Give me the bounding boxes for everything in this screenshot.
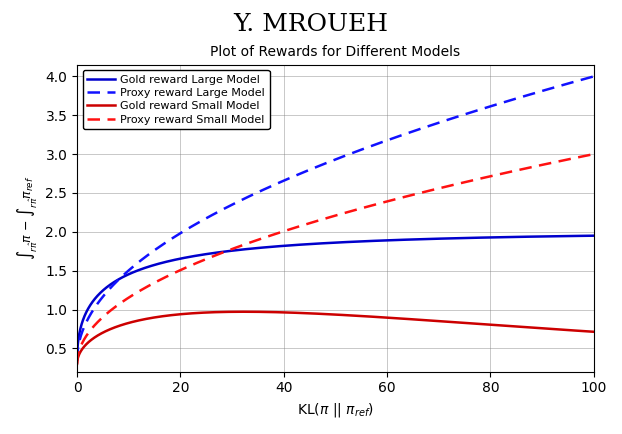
Line: Gold reward Small Model: Gold reward Small Model	[77, 312, 594, 364]
Proxy reward Large Model	[575, 78, 582, 83]
Line: Proxy reward Small Model: Proxy reward Small Model	[77, 154, 594, 364]
Gold reward Small Model	[575, 328, 583, 333]
Proxy reward Large Model	[325, 160, 332, 165]
X-axis label: KL($\pi$ || $\pi_{ref}$): KL($\pi$ || $\pi_{ref}$)	[297, 401, 374, 419]
Gold reward Large Model	[590, 233, 598, 238]
Proxy reward Large Model	[100, 293, 107, 299]
Gold reward Small Model	[100, 330, 107, 335]
Proxy reward Small Model	[325, 215, 332, 220]
Proxy reward Large Model	[480, 106, 488, 111]
Gold reward Small Model	[73, 361, 81, 366]
Line: Proxy reward Large Model: Proxy reward Large Model	[77, 76, 594, 360]
Gold reward Large Model	[575, 233, 583, 239]
Gold reward Small Model	[240, 309, 248, 314]
Gold reward Small Model	[590, 329, 598, 334]
Text: Y. MROUEH: Y. MROUEH	[233, 13, 389, 36]
Gold reward Large Model	[325, 240, 332, 246]
Line: Gold reward Large Model: Gold reward Large Model	[77, 236, 594, 360]
Proxy reward Small Model	[575, 155, 582, 160]
Gold reward Large Model	[480, 235, 488, 240]
Gold reward Large Model	[73, 357, 81, 362]
Proxy reward Small Model	[311, 219, 318, 224]
Title: Plot of Rewards for Different Models: Plot of Rewards for Different Models	[210, 46, 460, 59]
Proxy reward Large Model	[590, 74, 598, 79]
Proxy reward Small Model	[73, 361, 81, 366]
Proxy reward Small Model	[575, 155, 583, 160]
Proxy reward Small Model	[590, 151, 598, 157]
Gold reward Large Model	[100, 287, 107, 293]
Gold reward Large Model	[575, 233, 582, 239]
Gold reward Large Model	[311, 241, 318, 247]
Proxy reward Large Model	[575, 78, 583, 83]
Proxy reward Small Model	[100, 314, 107, 319]
Gold reward Small Model	[325, 312, 332, 317]
Proxy reward Large Model	[73, 357, 81, 362]
Gold reward Small Model	[575, 328, 583, 333]
Proxy reward Small Model	[480, 175, 488, 181]
Gold reward Small Model	[480, 322, 488, 327]
Gold reward Small Model	[311, 311, 318, 316]
Proxy reward Large Model	[311, 165, 318, 170]
Y-axis label: $\int_{r\hat{\pi}}\pi$ $-$ $\int_{r\hat{\pi}}\pi_{ref}$: $\int_{r\hat{\pi}}\pi$ $-$ $\int_{r\hat{…	[15, 176, 40, 260]
Legend: Gold reward Large Model, Proxy reward Large Model, Gold reward Small Model, Prox: Gold reward Large Model, Proxy reward La…	[83, 70, 269, 129]
